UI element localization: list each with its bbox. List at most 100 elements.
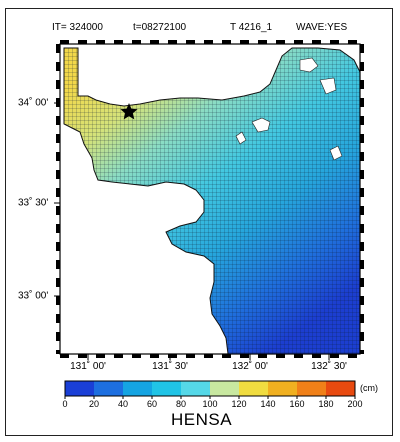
colorbar-swatch: [210, 381, 239, 396]
edge-dash: [56, 44, 60, 53]
edge-dash: [222, 40, 231, 44]
edge-dash: [312, 354, 321, 358]
edge-dash: [56, 260, 60, 269]
edge-dash: [360, 206, 364, 215]
colorbar-tick-label: 40: [117, 399, 129, 409]
lon-label-132-00: 132˚ 00': [232, 361, 268, 372]
edge-dash: [56, 332, 60, 341]
star-marker: [120, 103, 138, 120]
island: [235, 131, 247, 145]
colorbar-swatch: [297, 381, 326, 396]
edge-dash: [78, 40, 87, 44]
edge-dash: [132, 40, 141, 44]
colorbar-swatch: [326, 381, 355, 396]
edge-dash: [222, 354, 231, 358]
edge-dash: [56, 80, 60, 89]
edge-dash: [360, 278, 364, 287]
colorbar-tick-label: 80: [175, 399, 187, 409]
colorbar-tick-label: 200: [347, 399, 363, 409]
colorbar-swatch: [123, 381, 152, 396]
edge-dash: [330, 40, 339, 44]
colorbar-tick-label: 100: [202, 399, 218, 409]
edge-dash: [258, 40, 267, 44]
colorbar-tick-label: 160: [289, 399, 305, 409]
edge-dash: [360, 350, 364, 354]
colorbar-tick-label: 20: [88, 399, 100, 409]
edge-dash: [294, 354, 303, 358]
edge-dash: [348, 354, 357, 358]
edge-dash: [294, 40, 303, 44]
map-edge-bars: [56, 40, 364, 358]
figure-frame: [5, 8, 393, 436]
edge-dash: [56, 116, 60, 125]
colorbar-swatch: [94, 381, 123, 396]
island: [299, 57, 319, 73]
edge-dash: [240, 354, 249, 358]
edge-dash: [360, 134, 364, 143]
colorbar-swatch: [268, 381, 297, 396]
lon-label-132-30: 132˚ 30': [311, 361, 347, 372]
case-label: T 4216_1: [230, 22, 273, 33]
colorbar-swatch: [65, 381, 94, 396]
lat-label-33-00: 33˚ 00': [18, 290, 49, 302]
island: [329, 145, 343, 161]
edge-dash: [56, 224, 60, 233]
colorbar-tick-label: 140: [260, 399, 276, 409]
iteration-label: IT= 324000: [52, 22, 103, 33]
edge-dash: [360, 260, 364, 269]
edge-dash: [96, 354, 105, 358]
edge-dash: [360, 116, 364, 125]
edge-dash: [312, 40, 321, 44]
edge-dash: [360, 44, 364, 53]
edge-dash: [60, 354, 69, 358]
island: [251, 117, 271, 133]
edge-dash: [56, 152, 60, 161]
colorbar-tick-label: 60: [146, 399, 158, 409]
edge-dash: [168, 40, 177, 44]
edge-dash: [56, 134, 60, 143]
edge-dash: [360, 242, 364, 251]
edge-dash: [168, 354, 177, 358]
edge-dash: [56, 170, 60, 179]
edge-dash: [360, 224, 364, 233]
colorbar-title: HENSA: [171, 410, 233, 429]
edge-dash: [114, 40, 123, 44]
colorbar: [64, 380, 356, 399]
edge-dash: [360, 152, 364, 161]
lon-label-131-30: 131˚ 30': [152, 361, 188, 372]
edge-dash: [258, 354, 267, 358]
edge-dash: [276, 40, 285, 44]
colorbar-swatch: [181, 381, 210, 396]
edge-dash: [78, 354, 87, 358]
edge-dash: [240, 40, 249, 44]
edge-dash: [360, 62, 364, 71]
edge-dash: [186, 354, 195, 358]
edge-dash: [276, 354, 285, 358]
edge-dash: [360, 98, 364, 107]
edge-dash: [150, 354, 159, 358]
edge-dash: [56, 350, 60, 354]
edge-dash: [96, 40, 105, 44]
edge-dash: [132, 354, 141, 358]
edge-dash: [360, 296, 364, 305]
edge-dash: [150, 40, 159, 44]
edge-dash: [56, 62, 60, 71]
edge-dash: [360, 314, 364, 323]
edge-dash: [56, 278, 60, 287]
colorbar-tick-label: 120: [231, 399, 247, 409]
lat-label-34-00: 34˚ 00': [18, 97, 49, 109]
sea-field: [63, 47, 360, 354]
lon-label-131-00: 131˚ 00': [70, 361, 106, 372]
edge-dash: [60, 40, 69, 44]
edge-dash: [204, 354, 213, 358]
edge-dash: [360, 170, 364, 179]
edge-dash: [348, 40, 357, 44]
edge-dash: [204, 40, 213, 44]
edge-dash: [114, 354, 123, 358]
edge-dash: [56, 206, 60, 215]
colorbar-swatch: [152, 381, 181, 396]
edge-dash: [56, 314, 60, 323]
colorbar-unit: (cm): [360, 383, 378, 393]
wave-label: WAVE:YES: [296, 22, 348, 33]
colorbar-swatch: [239, 381, 268, 396]
